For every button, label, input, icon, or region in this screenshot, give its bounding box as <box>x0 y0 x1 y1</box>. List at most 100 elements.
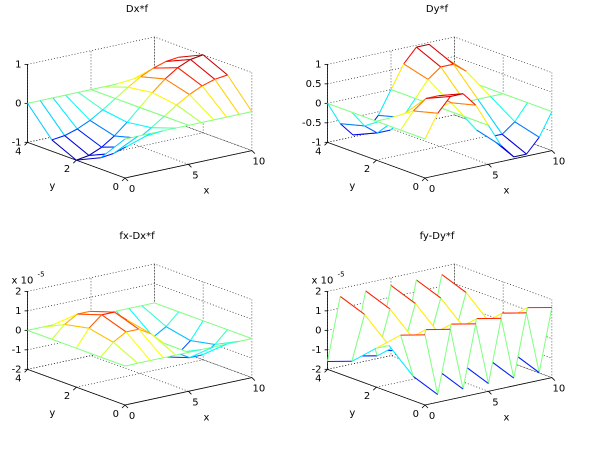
mesh-edge <box>90 89 116 100</box>
mesh-edge <box>201 78 216 87</box>
mesh-edge <box>64 135 90 156</box>
mesh-edge <box>141 305 167 328</box>
x-tick-label: 5 <box>492 397 498 408</box>
mesh-edge <box>538 111 553 138</box>
y-tick <box>24 369 28 373</box>
z-tick-label: -1 <box>12 137 22 148</box>
mesh-edge <box>538 307 553 373</box>
mesh-edge <box>77 119 91 130</box>
mesh-face <box>451 102 489 126</box>
mesh-face <box>214 75 252 115</box>
mesh-edge <box>189 94 215 121</box>
mesh-face <box>40 97 78 136</box>
mesh-edge <box>27 329 53 340</box>
mesh-edge <box>188 122 202 126</box>
mesh-edge <box>52 94 66 99</box>
z-tick-label: 2 <box>315 286 321 297</box>
x-axis-label: x <box>203 185 209 196</box>
x-tick <box>124 177 129 182</box>
mesh-edge <box>165 311 180 328</box>
y-tick-label: 0 <box>413 409 419 420</box>
mesh-edge <box>513 312 527 379</box>
mesh-edge <box>377 89 392 116</box>
grid-line <box>27 263 252 300</box>
mesh-edge <box>175 351 189 356</box>
mesh-edge <box>65 94 91 121</box>
y-tick-label: 0 <box>113 409 119 420</box>
x-tick <box>551 150 556 154</box>
grid-line <box>27 283 252 320</box>
z-tick-label: 0 <box>15 98 21 109</box>
mesh-edge <box>27 100 41 104</box>
mesh-edge <box>178 311 204 322</box>
mesh-face <box>151 334 189 356</box>
mesh-edge <box>128 308 154 338</box>
mesh-face <box>327 296 365 362</box>
mesh-edge <box>414 79 429 99</box>
mesh-edge <box>403 46 417 65</box>
y-tick-label: 2 <box>64 391 70 402</box>
z-multiplier: x 10 <box>312 275 334 286</box>
mesh-edge <box>27 327 41 331</box>
mesh-edge <box>376 120 401 131</box>
mesh-face <box>490 93 528 122</box>
mesh-edge <box>339 296 365 315</box>
mesh-edge <box>64 128 78 137</box>
mesh-edge <box>27 103 53 141</box>
mesh-edge <box>78 89 92 93</box>
mesh-edge <box>214 79 240 115</box>
mesh-edge <box>437 96 451 114</box>
mesh-face <box>489 134 527 157</box>
grid-line <box>27 36 252 73</box>
mesh-edge <box>376 334 401 349</box>
mesh-edge <box>39 100 66 136</box>
mesh-edge <box>351 347 377 362</box>
z-tick-label: 0 <box>315 98 321 109</box>
chart-title: Dy*f <box>426 4 449 15</box>
mesh-edge <box>190 54 204 60</box>
mesh-edge <box>352 132 378 136</box>
mesh-edge <box>75 328 90 349</box>
mesh-edge <box>465 70 491 97</box>
z-tick-label: -2 <box>12 364 22 375</box>
mesh-edge <box>126 107 141 123</box>
mesh-edge <box>64 323 90 329</box>
mesh-edge <box>390 63 405 90</box>
mesh-edge <box>100 341 114 358</box>
mesh-edge <box>126 121 152 129</box>
mesh-edge <box>116 76 141 85</box>
mesh-face <box>466 71 504 97</box>
mesh-edge <box>189 346 215 359</box>
x-tick <box>488 391 492 395</box>
mesh-edge <box>176 104 202 123</box>
mesh-edge <box>51 338 77 349</box>
mesh-face <box>340 123 378 135</box>
y-tick <box>324 369 328 373</box>
mesh-edge <box>88 314 103 329</box>
mesh-edge <box>400 334 414 377</box>
mesh-edge <box>102 109 128 123</box>
mesh-face <box>138 329 176 358</box>
mesh-face <box>464 116 502 146</box>
mesh-face <box>64 314 102 329</box>
z-tick-label: -0.5 <box>302 118 322 129</box>
mesh-edge <box>152 92 177 106</box>
mesh-face <box>514 102 552 138</box>
mesh-face <box>190 54 228 80</box>
mesh-edge <box>416 46 442 68</box>
mesh-edge <box>513 153 527 158</box>
y-axis-label: y <box>49 408 55 419</box>
mesh-edge <box>488 125 502 146</box>
mesh-edge <box>76 154 90 161</box>
grid-line <box>76 54 204 161</box>
mesh-face <box>88 314 127 343</box>
mesh-edge <box>124 135 138 140</box>
x-tick <box>188 164 192 168</box>
mesh-edge <box>365 290 391 310</box>
y-axis-label: y <box>349 181 355 192</box>
mesh-edge <box>477 98 503 135</box>
mesh-edge <box>214 329 228 345</box>
y-tick-label: 0 <box>413 182 419 193</box>
mesh-edge <box>113 331 127 343</box>
mesh-edge <box>125 331 151 361</box>
